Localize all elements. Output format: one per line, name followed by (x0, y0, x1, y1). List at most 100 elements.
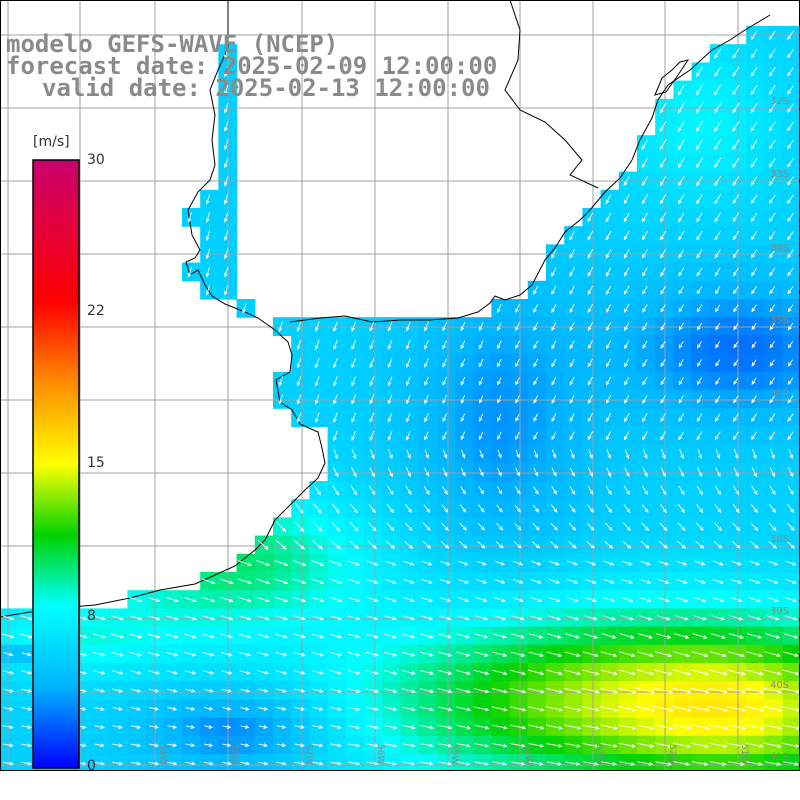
wind-arrow (565, 615, 580, 621)
wind-arrow (458, 560, 469, 566)
wind-arrow (733, 359, 739, 367)
wind-speed-cell (200, 262, 219, 282)
longitude-label: 53W (594, 744, 604, 764)
wind-arrow (515, 322, 520, 332)
wind-arrow (387, 339, 393, 350)
wind-arrow (751, 395, 757, 404)
wind-speed-cell (764, 353, 784, 373)
wind-arrow (223, 266, 229, 278)
wind-arrow (293, 651, 306, 657)
wind-arrow (765, 633, 781, 639)
wind-arrow (220, 651, 233, 657)
wind-speed-cell (546, 499, 565, 518)
wind-arrow (691, 761, 709, 766)
wind-arrow (419, 669, 435, 675)
wind-speed-cell (527, 353, 547, 373)
wind-speed-cell (709, 371, 729, 391)
wind-speed-cell (273, 535, 292, 555)
wind-arrow (732, 504, 740, 514)
colorbar-tick-15: 15 (87, 455, 105, 471)
wind-arrow (587, 413, 593, 423)
wind-arrow (619, 633, 635, 639)
wind-arrow (726, 724, 747, 730)
wind-arrow (21, 725, 33, 730)
wind-arrow (787, 485, 794, 496)
wind-arrow (728, 633, 745, 639)
wind-arrow (219, 578, 234, 585)
wind-speed-cell (91, 772, 110, 791)
wind-arrow (655, 633, 672, 639)
wind-arrow (750, 66, 758, 77)
wind-arrow (274, 578, 289, 585)
wind-arrow (569, 467, 575, 477)
wind-arrow (787, 286, 794, 295)
wind-arrow (223, 248, 229, 260)
wind-speed-cell (546, 462, 565, 482)
wind-speed-cell (673, 535, 693, 555)
wind-arrow (569, 248, 575, 259)
wind-speed-cell (327, 444, 347, 464)
wind-arrow (605, 303, 612, 314)
wind-arrow (587, 303, 593, 313)
wind-speed-cell (728, 517, 747, 537)
wind-arrow (712, 560, 724, 566)
wind-arrow (201, 578, 216, 585)
wind-arrow (475, 597, 488, 602)
wind-speed-cell (637, 754, 656, 770)
wind-arrow (367, 540, 377, 550)
wind-arrow (696, 304, 703, 313)
wind-arrow (678, 377, 684, 386)
wind-arrow (769, 230, 776, 241)
wind-arrow (529, 615, 543, 621)
wind-speed-cell (345, 444, 365, 464)
wind-arrow (348, 725, 361, 730)
wind-speed-cell (527, 408, 547, 427)
wind-arrow (746, 761, 764, 766)
wind-speed-cell (709, 80, 729, 100)
wind-arrow (622, 540, 632, 549)
wind-arrow (496, 486, 503, 495)
wind-arrow (185, 743, 196, 748)
wind-speed-cell (546, 335, 565, 355)
wind-arrow (678, 267, 685, 277)
wind-speed-cell (473, 390, 492, 409)
wind-arrow (369, 321, 375, 332)
wind-arrow (769, 413, 776, 422)
wind-speed-cell (400, 754, 420, 770)
wind-speed-cell (564, 481, 583, 500)
wind-speed-cell (273, 390, 292, 409)
wind-arrow (205, 266, 211, 278)
wind-arrow (365, 651, 379, 657)
wind-arrow (222, 743, 232, 748)
wind-arrow (530, 578, 542, 584)
wind-arrow (623, 194, 630, 205)
wind-arrow (675, 578, 688, 584)
wind-arrow (347, 670, 361, 675)
wind-speed-cell (783, 772, 800, 791)
wind-arrow (750, 103, 758, 114)
wind-speed-cell (764, 371, 784, 391)
wind-arrow (600, 724, 619, 730)
wind-arrow (384, 597, 397, 603)
wind-arrow (474, 761, 489, 766)
wind-arrow (605, 322, 612, 332)
wind-arrow (641, 212, 648, 223)
wind-arrow (766, 615, 780, 621)
wind-arrow (678, 175, 685, 187)
wind-arrow (568, 541, 577, 549)
wind-speed-cell (728, 426, 747, 446)
wind-arrow (112, 706, 123, 711)
wind-speed-cell (382, 426, 401, 446)
wind-arrow (787, 230, 794, 241)
wind-arrow (750, 249, 758, 259)
wind-arrow (402, 633, 416, 639)
wind-arrow (149, 725, 160, 729)
wind-arrow (402, 651, 416, 657)
wind-speed-cell (782, 754, 800, 770)
wind-arrow (787, 176, 794, 186)
wind-speed-cell (345, 754, 365, 770)
wind-arrow (473, 724, 490, 730)
wind-arrow (733, 413, 739, 422)
wind-arrow (424, 413, 429, 423)
wind-arrow (478, 467, 484, 477)
